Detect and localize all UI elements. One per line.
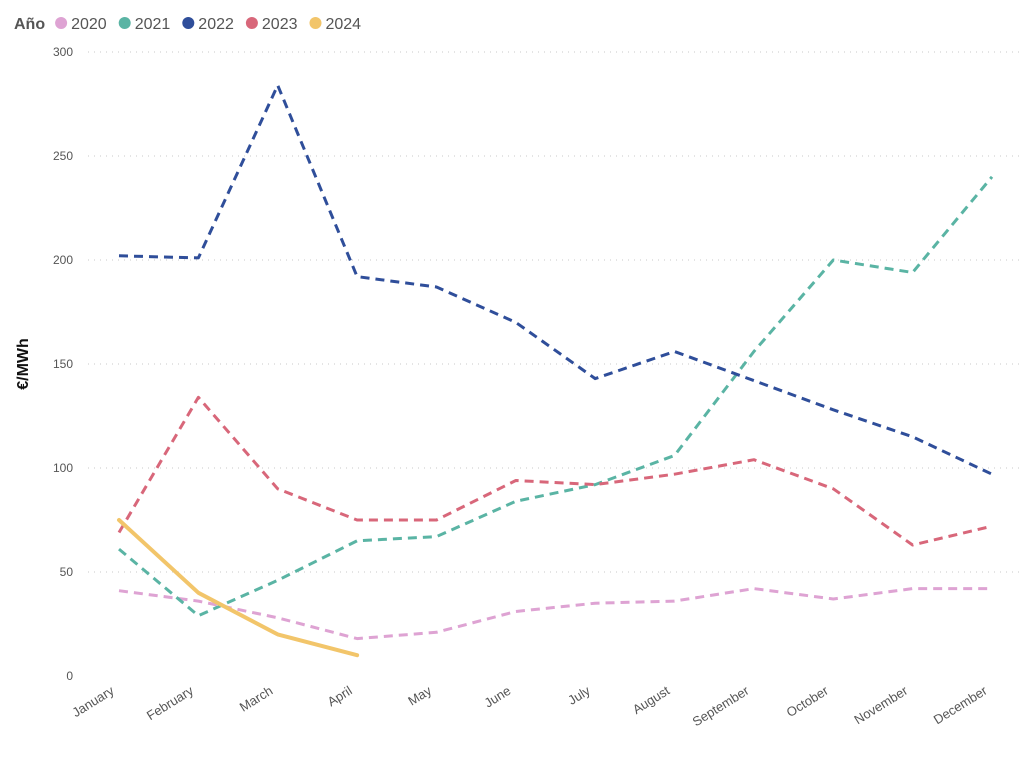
x-tick-label: December <box>931 682 990 727</box>
series-line-2024 <box>117 518 360 658</box>
y-tick-label: 0 <box>66 669 73 683</box>
series-lines <box>117 83 994 658</box>
x-tick-label: June <box>482 683 514 711</box>
legend-item-2022[interactable]: 2022 <box>182 16 234 33</box>
legend-title: Año <box>14 16 45 33</box>
series-line-2022 <box>118 83 993 476</box>
legend-label: 2021 <box>135 16 171 33</box>
x-tick-label: May <box>405 683 434 709</box>
y-tick-label: 100 <box>53 461 73 475</box>
legend-marker <box>182 17 195 29</box>
legend-label: 2020 <box>71 16 107 33</box>
legend-item-2021[interactable]: 2021 <box>118 16 171 33</box>
legend-marker <box>55 17 68 29</box>
y-tick-label: 300 <box>53 45 73 59</box>
x-tick-label: October <box>784 682 832 720</box>
x-tick-label: August <box>630 683 673 717</box>
y-tick-label: 250 <box>53 149 73 163</box>
x-tick-label: November <box>851 682 910 727</box>
legend-marker <box>309 17 322 29</box>
legend-marker <box>118 17 131 29</box>
x-tick-label: February <box>144 683 196 724</box>
x-axis-ticks: January February March April May June July Augu… <box>69 682 990 729</box>
series-line-2020 <box>118 587 992 641</box>
series-line-2023 <box>117 395 993 547</box>
y-tick-label: 50 <box>60 565 74 579</box>
y-tick-label: 150 <box>53 357 73 371</box>
x-tick-label: September <box>690 682 752 729</box>
x-tick-label: July <box>565 683 593 708</box>
legend: Año 2020 2021 2022 2023 2024 <box>14 16 361 33</box>
legend-marker <box>245 17 258 29</box>
y-axis-label: €/MWh <box>15 338 32 390</box>
series-line-2021 <box>118 175 994 618</box>
legend-label: 2024 <box>325 16 361 33</box>
x-tick-label: March <box>237 683 276 715</box>
x-tick-label: January <box>69 683 117 720</box>
x-tick-label: April <box>325 683 355 710</box>
legend-item-2024[interactable]: 2024 <box>309 16 361 33</box>
legend-item-2023[interactable]: 2023 <box>245 16 298 33</box>
legend-label: 2022 <box>198 16 234 33</box>
legend-label: 2023 <box>262 16 298 33</box>
y-tick-label: 200 <box>53 253 73 267</box>
y-axis-ticks: 0 50 100 150 200 250 300 <box>53 45 73 683</box>
legend-item-2020[interactable]: 2020 <box>55 16 107 33</box>
